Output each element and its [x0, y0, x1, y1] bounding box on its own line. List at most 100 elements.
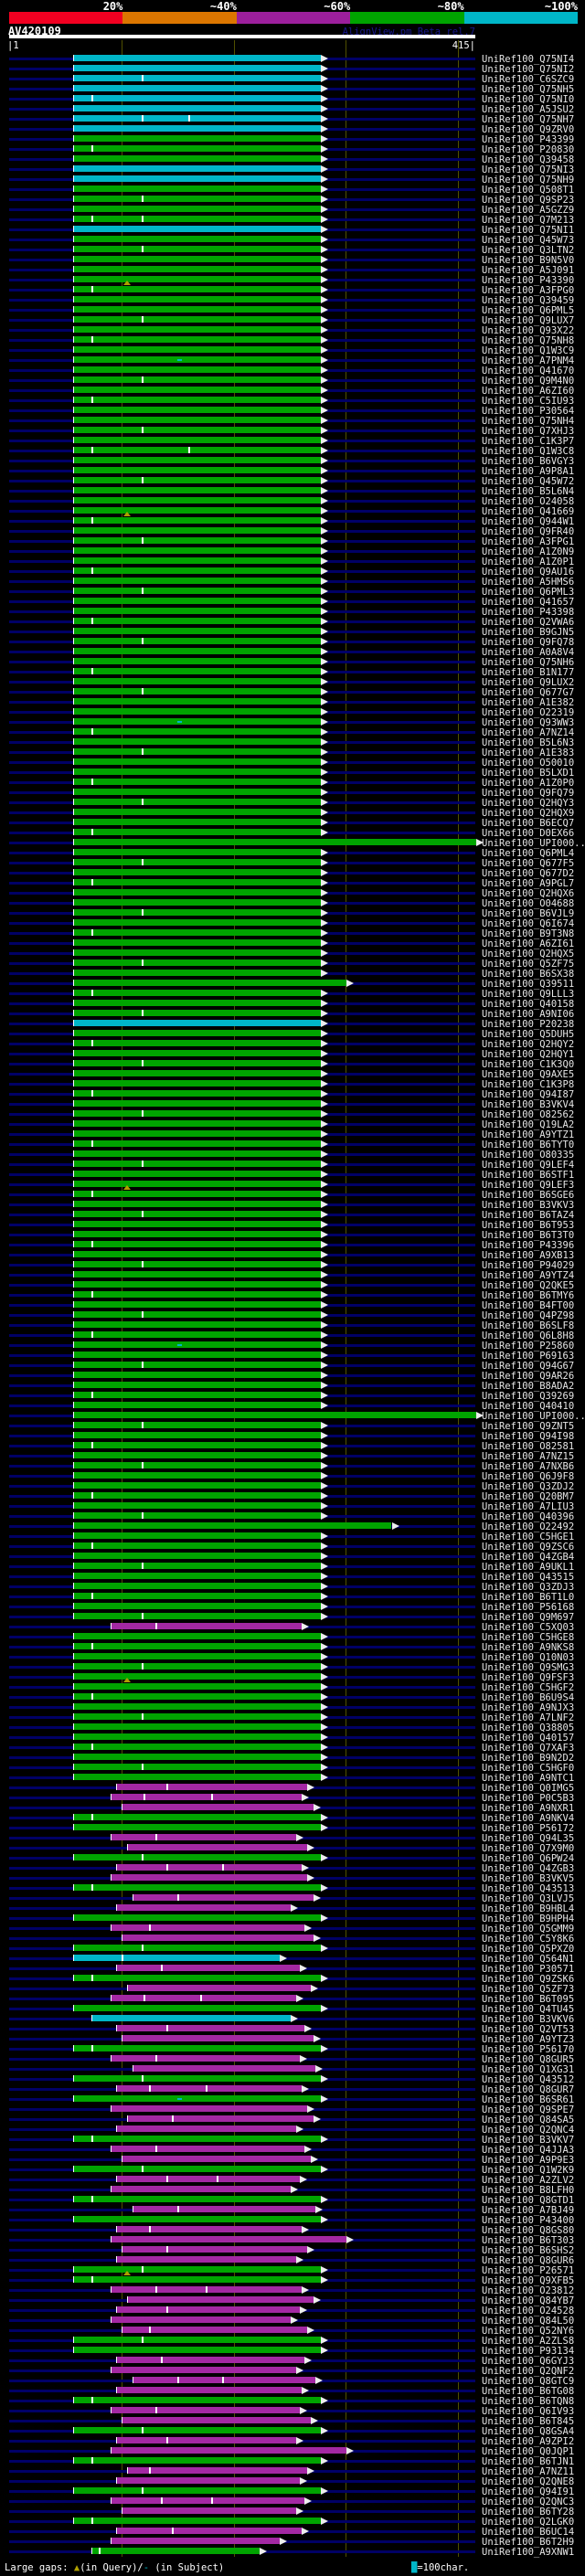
- alignment-bar[interactable]: [72, 1250, 322, 1257]
- alignment-bar[interactable]: [72, 1431, 322, 1438]
- alignment-bar[interactable]: [72, 1220, 322, 1227]
- hit-label[interactable]: UniRef100_A7BJ49: [482, 2204, 575, 2216]
- alignment-bar[interactable]: [110, 1994, 297, 2001]
- hit-label[interactable]: UniRef100_P0C5B3: [482, 1792, 575, 1804]
- hit-label[interactable]: UniRef100_B1N177: [482, 666, 575, 678]
- alignment-bar[interactable]: [72, 647, 322, 654]
- hit-label[interactable]: UniRef100_Q43512: [482, 2073, 575, 2085]
- hit-label[interactable]: UniRef100_Q75NI4: [482, 53, 575, 65]
- hit-label[interactable]: UniRef100_A7NZ15: [482, 1450, 575, 1462]
- alignment-bar[interactable]: [72, 1310, 322, 1318]
- alignment-bar[interactable]: [72, 2094, 322, 2102]
- hit-label[interactable]: UniRef100_B3VKV7: [482, 2134, 575, 2146]
- alignment-bar[interactable]: [72, 1200, 322, 1207]
- alignment-bar[interactable]: [72, 536, 322, 544]
- hit-label[interactable]: UniRef100_Q5DUH5: [482, 1028, 575, 1040]
- hit-label[interactable]: UniRef100_Q39458: [482, 154, 575, 165]
- hit-label[interactable]: UniRef100_Q3ZDJ3: [482, 1581, 575, 1593]
- hit-label[interactable]: UniRef100_Q6IV93: [482, 2405, 575, 2417]
- hit-label[interactable]: UniRef100_Q5GMM9: [482, 1923, 575, 1935]
- alignment-bar[interactable]: [110, 2496, 304, 2504]
- hit-label[interactable]: UniRef100_Q1W3C9: [482, 345, 575, 356]
- hit-label[interactable]: UniRef100_B6SLF8: [482, 1320, 575, 1331]
- alignment-bar[interactable]: [115, 1903, 291, 1911]
- hit-label[interactable]: UniRef100_A7LIU3: [482, 1500, 575, 1512]
- hit-label[interactable]: UniRef100_Q8GSA4: [482, 2425, 575, 2437]
- alignment-bar[interactable]: [72, 747, 322, 755]
- hit-label[interactable]: UniRef100_P30571: [482, 1963, 575, 1975]
- alignment-bar[interactable]: [72, 2004, 322, 2011]
- hit-label[interactable]: UniRef100_C5Y8K6: [482, 1933, 575, 1945]
- alignment-bar[interactable]: [72, 1069, 322, 1076]
- hit-label[interactable]: UniRef100_Q41657: [482, 596, 575, 608]
- alignment-bar[interactable]: [72, 1401, 322, 1408]
- alignment-bar[interactable]: [72, 104, 322, 111]
- hit-label[interactable]: UniRef100_Q84SA5: [482, 2114, 575, 2125]
- hit-label[interactable]: UniRef100_B6VGY3: [482, 455, 575, 467]
- hit-label[interactable]: UniRef100_B9GJN5: [482, 626, 575, 638]
- alignment-bar[interactable]: [115, 2306, 300, 2313]
- alignment-bar[interactable]: [72, 546, 322, 554]
- hit-label[interactable]: UniRef100_P43398: [482, 606, 575, 618]
- hit-label[interactable]: UniRef100_Q8GUR7: [482, 2083, 575, 2095]
- alignment-bar[interactable]: [110, 2054, 300, 2062]
- alignment-bar[interactable]: [72, 2215, 322, 2222]
- hit-label[interactable]: UniRef100_Q40158: [482, 998, 575, 1010]
- alignment-bar[interactable]: [72, 64, 322, 71]
- alignment-bar[interactable]: [72, 54, 322, 61]
- hit-label[interactable]: UniRef100_B9HPH4: [482, 1913, 575, 1924]
- alignment-bar[interactable]: [72, 918, 322, 926]
- hit-label[interactable]: UniRef100_A7NZ14: [482, 726, 575, 738]
- alignment-bar[interactable]: [72, 1019, 322, 1026]
- alignment-bar[interactable]: [72, 476, 322, 483]
- hit-label[interactable]: UniRef100_Q93X22: [482, 324, 575, 336]
- alignment-bar[interactable]: [110, 2185, 291, 2192]
- hit-label[interactable]: UniRef100_B6T2H9: [482, 2536, 575, 2548]
- hit-label[interactable]: UniRef100_Q4ZGB3: [482, 1862, 575, 1874]
- alignment-bar[interactable]: [121, 2155, 312, 2162]
- hit-label[interactable]: UniRef100_B5L6N3: [482, 737, 575, 748]
- alignment-bar[interactable]: [72, 386, 322, 393]
- alignment-bar[interactable]: [72, 1140, 322, 1147]
- hit-label[interactable]: UniRef100_C5IU93: [482, 395, 575, 407]
- alignment-bar[interactable]: [72, 838, 476, 845]
- alignment-bar[interactable]: [72, 74, 322, 81]
- hit-label[interactable]: UniRef100_A9PGL7: [482, 877, 575, 889]
- hit-label[interactable]: UniRef100_B6T095: [482, 1993, 575, 2005]
- alignment-bar[interactable]: [72, 667, 322, 674]
- hit-label[interactable]: UniRef100_A9NJX3: [482, 1701, 575, 1713]
- hit-label[interactable]: UniRef100_Q508T1: [482, 184, 575, 196]
- alignment-bar[interactable]: [72, 295, 322, 302]
- alignment-bar[interactable]: [72, 737, 322, 745]
- alignment-bar[interactable]: [72, 285, 322, 292]
- alignment-bar[interactable]: [72, 175, 322, 182]
- hit-label[interactable]: UniRef100_Q8GUR5: [482, 2053, 575, 2065]
- alignment-bar[interactable]: [72, 878, 322, 885]
- alignment-bar[interactable]: [72, 1381, 322, 1388]
- alignment-bar[interactable]: [72, 627, 322, 634]
- hit-label[interactable]: UniRef100_UPI000..: [482, 1410, 585, 1422]
- alignment-bar[interactable]: [72, 959, 322, 966]
- alignment-bar[interactable]: [72, 2486, 322, 2494]
- hit-label[interactable]: UniRef100_Q75NH6: [482, 656, 575, 668]
- hit-label[interactable]: UniRef100_A2ZLS8: [482, 2335, 575, 2347]
- hit-label[interactable]: UniRef100_B4FT00: [482, 1299, 575, 1311]
- hit-label[interactable]: UniRef100_Q0IMG5: [482, 1782, 575, 1794]
- hit-label[interactable]: UniRef100_C5HGE1: [482, 1531, 575, 1542]
- hit-label[interactable]: UniRef100_Q75NI2: [482, 63, 575, 75]
- alignment-bar[interactable]: [110, 2406, 300, 2413]
- hit-label[interactable]: UniRef100_Q43515: [482, 1571, 575, 1583]
- hit-label[interactable]: UniRef100_O23812: [482, 2284, 575, 2296]
- hit-label[interactable]: UniRef100_Q9ZSK6: [482, 1973, 575, 1985]
- hit-label[interactable]: UniRef100_Q9LLL3: [482, 988, 575, 1000]
- hit-label[interactable]: UniRef100_A9NKV4: [482, 1812, 575, 1824]
- hit-label[interactable]: UniRef100_Q1XG31: [482, 2063, 575, 2075]
- hit-label[interactable]: UniRef100_Q6PML3: [482, 586, 575, 598]
- hit-label[interactable]: UniRef100_Q7XHJ3: [482, 425, 575, 437]
- alignment-bar[interactable]: [72, 305, 322, 313]
- hit-label[interactable]: UniRef100_O22492: [482, 1521, 575, 1532]
- alignment-bar[interactable]: [72, 1059, 322, 1066]
- hit-label[interactable]: UniRef100_Q9AU16: [482, 566, 575, 578]
- alignment-bar[interactable]: [72, 1491, 322, 1499]
- alignment-bar[interactable]: [72, 154, 322, 162]
